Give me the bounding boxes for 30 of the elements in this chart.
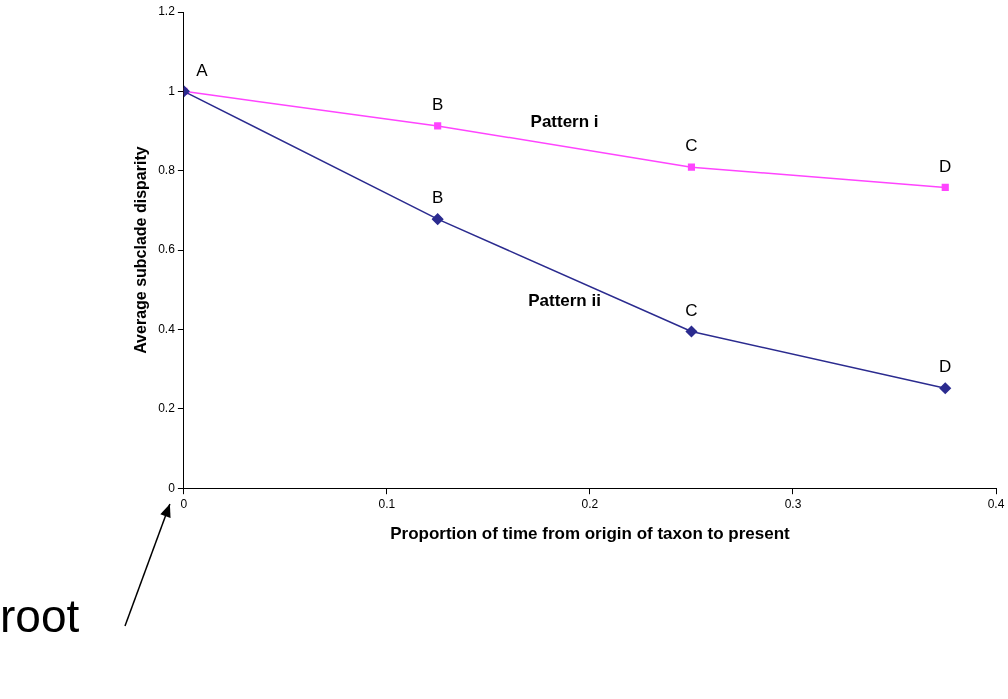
y-tick-label: 0.4 [158,321,176,336]
x-axis-title: Proportion of time from origin of taxon to present [390,524,791,544]
y-axis-title: Average subclade disparity [132,146,150,354]
annotation: D [939,357,952,377]
text: root [0,590,80,643]
annotation: C [685,136,698,156]
x-tick-label: 0.4 [987,496,1005,511]
y-tick-label: 0 [168,480,176,495]
point [939,382,951,394]
annotation: D [939,156,952,176]
x-tick-label: 0.3 [784,496,802,511]
point [687,163,696,171]
point [685,325,698,338]
point [434,122,442,130]
y-tick-label: 0.2 [158,401,176,416]
point [431,213,444,225]
annotation: C [685,300,698,320]
x-tick-label: 0 [180,496,188,511]
annotation: B [432,188,444,208]
series-label: Pattern ii [528,290,601,310]
x-tick-label: 0.2 [581,496,599,511]
y-tick-label: 1.2 [158,4,176,19]
annotation: A [196,60,209,80]
y-tick-label: 0.6 [158,242,176,257]
y-tick-label: 1 [168,83,176,98]
annotation: B [432,95,444,115]
point [941,183,949,191]
x-tick-label: 0.1 [378,496,396,511]
y-tick-label: 0.8 [158,163,176,178]
series-label: Pattern i [530,112,599,132]
